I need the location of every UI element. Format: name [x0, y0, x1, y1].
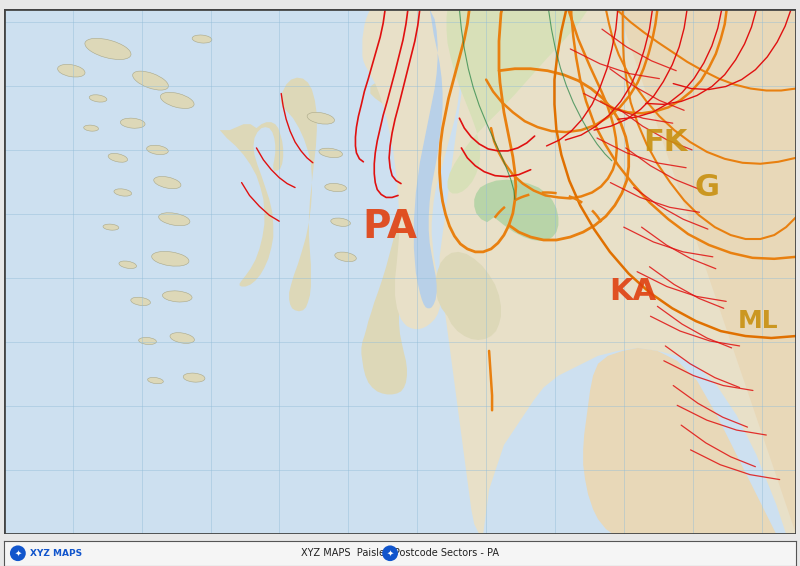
Ellipse shape	[161, 92, 194, 109]
Polygon shape	[474, 179, 558, 241]
Ellipse shape	[183, 373, 205, 382]
Polygon shape	[362, 84, 422, 395]
Text: ✦: ✦	[14, 549, 22, 558]
Ellipse shape	[152, 251, 189, 266]
Text: ML: ML	[738, 309, 778, 333]
Ellipse shape	[133, 71, 168, 90]
Text: XYZ MAPS  Paisley Postcode Sectors - PA: XYZ MAPS Paisley Postcode Sectors - PA	[301, 548, 499, 558]
Text: FK: FK	[643, 128, 687, 157]
Ellipse shape	[85, 38, 131, 59]
Text: XYZ MAPS: XYZ MAPS	[30, 549, 82, 558]
Ellipse shape	[108, 153, 127, 162]
Ellipse shape	[158, 213, 190, 226]
Ellipse shape	[148, 378, 163, 384]
Ellipse shape	[131, 297, 150, 306]
Polygon shape	[436, 252, 501, 340]
Ellipse shape	[58, 65, 85, 77]
Ellipse shape	[119, 261, 137, 268]
Ellipse shape	[162, 291, 192, 302]
Ellipse shape	[103, 224, 119, 230]
Text: PA: PA	[362, 208, 418, 246]
Circle shape	[382, 546, 398, 561]
Ellipse shape	[154, 177, 181, 188]
Ellipse shape	[330, 218, 350, 226]
Ellipse shape	[138, 337, 157, 345]
Text: G: G	[694, 173, 719, 202]
Polygon shape	[362, 9, 459, 329]
Ellipse shape	[192, 35, 212, 43]
Ellipse shape	[90, 95, 107, 102]
Ellipse shape	[114, 189, 132, 196]
Ellipse shape	[334, 252, 356, 261]
Ellipse shape	[307, 113, 334, 124]
Ellipse shape	[170, 333, 194, 344]
Polygon shape	[440, 9, 796, 534]
Polygon shape	[282, 78, 317, 311]
Polygon shape	[583, 9, 796, 534]
Text: ✦: ✦	[386, 549, 394, 558]
Ellipse shape	[120, 118, 145, 128]
Ellipse shape	[146, 145, 168, 155]
Polygon shape	[414, 9, 442, 308]
Ellipse shape	[325, 183, 346, 191]
Ellipse shape	[84, 125, 98, 131]
Circle shape	[10, 546, 26, 561]
Text: KA: KA	[609, 277, 656, 306]
Polygon shape	[446, 9, 588, 194]
Ellipse shape	[319, 148, 342, 157]
Polygon shape	[220, 122, 283, 286]
